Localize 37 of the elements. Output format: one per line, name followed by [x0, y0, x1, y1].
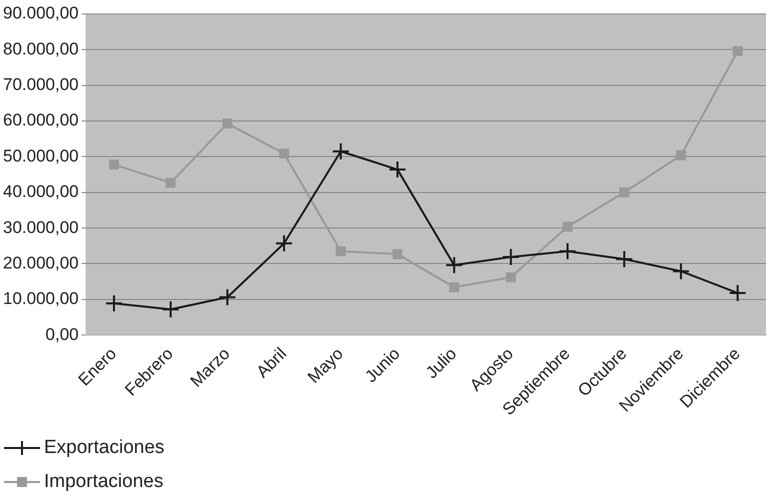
legend-label: Importaciones	[44, 471, 164, 493]
legend-label: Exportaciones	[44, 437, 164, 459]
y-tick-label: 20.000,00	[2, 253, 79, 272]
point	[558, 242, 577, 260]
y-tick-label: 80.000,00	[2, 39, 79, 58]
y-tick-label: 10.000,00	[2, 289, 79, 308]
point	[222, 118, 232, 128]
y-tick-label: 60.000,00	[2, 110, 79, 130]
point	[445, 256, 464, 274]
point	[506, 272, 516, 282]
point	[104, 294, 123, 312]
point	[392, 249, 402, 260]
y-tick-label: 40.000,00	[2, 182, 79, 202]
point	[672, 262, 690, 280]
point	[502, 248, 520, 266]
point	[676, 150, 686, 160]
point	[615, 250, 634, 268]
point	[732, 46, 743, 56]
point	[279, 148, 290, 158]
point	[332, 142, 350, 160]
point	[562, 222, 573, 232]
y-tick-label: 30.000,00	[2, 218, 79, 237]
point	[336, 246, 346, 256]
x-tick-label: Julio	[422, 344, 460, 382]
point	[162, 300, 180, 318]
y-tick-label: 50.000,00	[2, 146, 79, 166]
y-tick-label: 90.000,00	[2, 4, 79, 23]
point	[275, 234, 294, 252]
point	[619, 187, 630, 198]
point	[109, 160, 119, 170]
y-tick-label: 0,00	[46, 324, 79, 344]
y-tick-label: 70.000,00	[2, 75, 79, 94]
point	[449, 282, 460, 292]
point	[728, 284, 747, 302]
point	[166, 178, 176, 188]
point	[218, 288, 236, 306]
point	[388, 160, 406, 179]
